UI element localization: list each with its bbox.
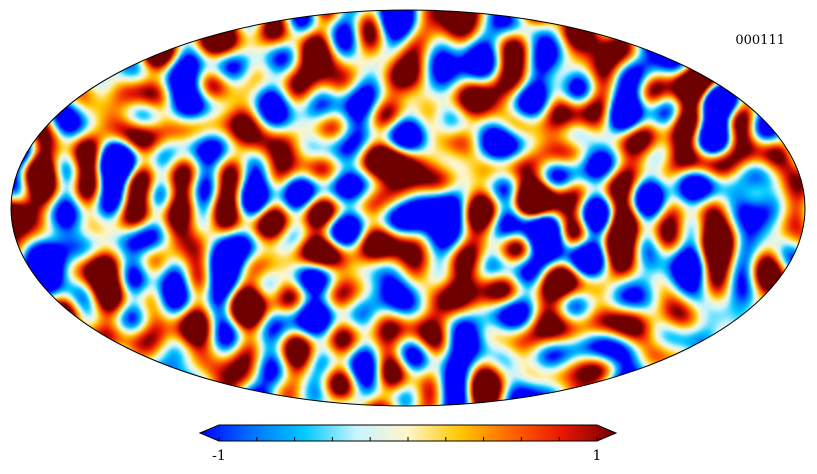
colorbar [198, 424, 618, 442]
map-tag-label: 000111 [735, 33, 785, 48]
colorbar-ticks [218, 437, 598, 441]
colorbar-max-label: 1 [592, 448, 602, 464]
colorbar-min-label: -1 [212, 448, 226, 464]
map-boundary [10, 9, 806, 407]
mollweide-map [10, 9, 806, 407]
map-texture [11, 10, 805, 406]
